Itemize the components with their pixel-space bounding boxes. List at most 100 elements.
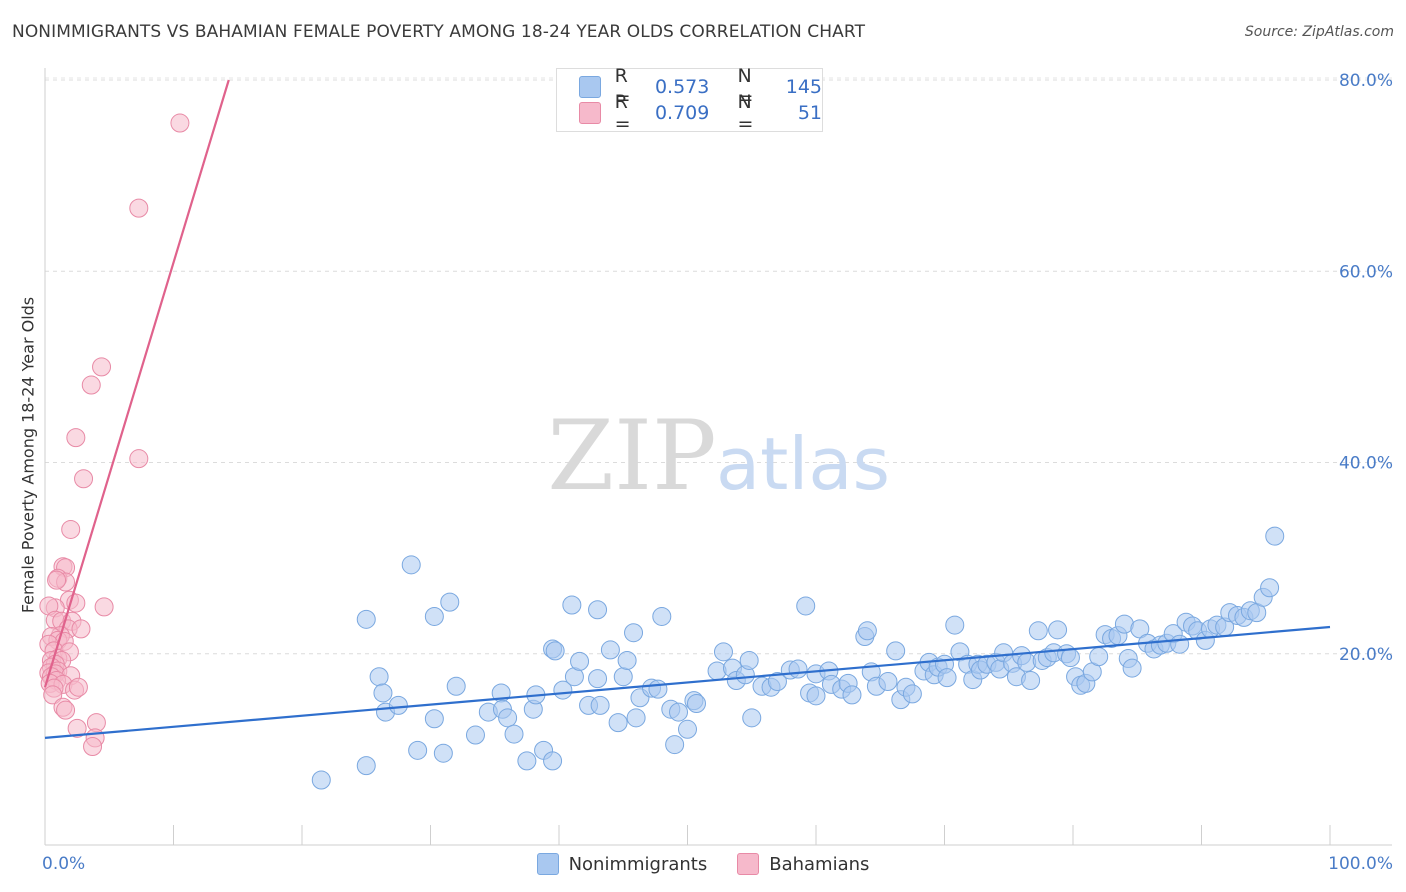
point-bahamians bbox=[68, 677, 88, 697]
legend-row-nonimmigrants: R = 0.573 N = 145 bbox=[579, 65, 822, 109]
point-nonimmigrants bbox=[446, 676, 466, 696]
point-nonimmigrants bbox=[465, 725, 485, 745]
legend-swatch-bahamians bbox=[579, 102, 601, 124]
point-nonimmigrants bbox=[648, 679, 668, 699]
point-nonimmigrants bbox=[937, 668, 957, 688]
watermark-atlas: atlas bbox=[716, 422, 890, 506]
y-tick-label: 40.0% bbox=[1339, 454, 1393, 474]
point-nonimmigrants bbox=[742, 708, 762, 728]
point-nonimmigrants bbox=[562, 595, 582, 615]
y-tick-label: 80.0% bbox=[1339, 71, 1393, 91]
point-nonimmigrants bbox=[588, 669, 608, 689]
point-bahamians bbox=[170, 113, 190, 133]
point-nonimmigrants bbox=[588, 600, 608, 620]
point-nonimmigrants bbox=[1048, 620, 1068, 640]
point-nonimmigrants bbox=[1265, 526, 1285, 546]
point-nonimmigrants bbox=[433, 743, 453, 763]
legend-r-label: R = bbox=[614, 91, 631, 135]
legend-n-value: 145 bbox=[785, 76, 822, 98]
point-bahamians bbox=[43, 685, 63, 705]
x-tick-label: 100.0% bbox=[1328, 854, 1393, 874]
point-nonimmigrants bbox=[517, 751, 537, 771]
point-bahamians bbox=[67, 718, 87, 738]
point-nonimmigrants bbox=[624, 623, 644, 643]
point-bahamians bbox=[129, 449, 149, 469]
point-nonimmigrants bbox=[1060, 648, 1080, 668]
point-nonimmigrants bbox=[590, 695, 610, 715]
point-nonimmigrants bbox=[686, 693, 706, 713]
x-tick-label: 0.0% bbox=[42, 854, 85, 874]
point-bahamians bbox=[92, 357, 112, 377]
data-points bbox=[39, 113, 1285, 790]
legend-n-label: N = bbox=[737, 91, 754, 135]
chart-title: NONIMMIGRANTS VS BAHAMIAN FEMALE POVERTY… bbox=[12, 22, 866, 42]
legend-item-nonimmigrants[interactable]: Nonimmigrants bbox=[536, 853, 708, 875]
point-nonimmigrants bbox=[886, 641, 906, 661]
point-nonimmigrants bbox=[796, 596, 816, 616]
point-nonimmigrants bbox=[878, 671, 898, 691]
series-legend: Nonimmigrants Bahamians bbox=[0, 851, 1406, 877]
point-nonimmigrants bbox=[1021, 671, 1041, 691]
point-bahamians bbox=[129, 198, 149, 218]
point-nonimmigrants bbox=[1089, 647, 1109, 667]
point-nonimmigrants bbox=[373, 683, 393, 703]
point-nonimmigrants bbox=[613, 667, 633, 687]
correlation-legend: R = 0.573 N = 145 R = 0.709 N = 51 bbox=[556, 65, 823, 135]
point-nonimmigrants bbox=[617, 650, 637, 670]
y-tick-label: 20.0% bbox=[1339, 645, 1393, 665]
point-nonimmigrants bbox=[408, 740, 428, 760]
legend-row-bahamians: R = 0.709 N = 51 bbox=[579, 91, 822, 135]
point-nonimmigrants bbox=[570, 651, 590, 671]
source-label: Source: ZipAtlas.com bbox=[1244, 24, 1394, 40]
point-nonimmigrants bbox=[945, 615, 965, 635]
point-nonimmigrants bbox=[356, 756, 376, 776]
point-nonimmigrants bbox=[767, 671, 787, 691]
y-tick-label: 60.0% bbox=[1339, 262, 1393, 282]
point-nonimmigrants bbox=[1122, 658, 1142, 678]
point-nonimmigrants bbox=[669, 702, 689, 722]
point-nonimmigrants bbox=[504, 724, 524, 744]
legend-item-bahamians[interactable]: Bahamians bbox=[737, 853, 869, 875]
point-bahamians bbox=[47, 570, 67, 590]
trend-line-nonimmigrants bbox=[44, 625, 1331, 739]
point-bahamians bbox=[71, 619, 91, 639]
watermark-zip: ZIP bbox=[547, 400, 716, 512]
point-nonimmigrants bbox=[739, 650, 759, 670]
legend-swatch-bahamians bbox=[737, 853, 760, 875]
point-nonimmigrants bbox=[600, 640, 620, 660]
legend-r-value: 0.709 bbox=[654, 102, 710, 124]
point-bahamians bbox=[61, 519, 81, 539]
point-nonimmigrants bbox=[1170, 634, 1190, 654]
point-bahamians bbox=[66, 428, 86, 448]
point-nonimmigrants bbox=[424, 606, 444, 626]
point-nonimmigrants bbox=[545, 641, 565, 661]
point-bahamians bbox=[94, 597, 114, 617]
legend-label-nonimmigrants: Nonimmigrants bbox=[568, 853, 708, 875]
legend-n-label: N = bbox=[737, 65, 754, 109]
point-nonimmigrants bbox=[498, 708, 518, 728]
point-nonimmigrants bbox=[842, 685, 862, 705]
point-nonimmigrants bbox=[652, 606, 672, 626]
trend-lines bbox=[43, 79, 1331, 739]
tick-labels: 20.0% 40.0% 60.0% 80.0% 0.0% 100.0% bbox=[42, 71, 1393, 874]
point-nonimmigrants bbox=[1260, 578, 1280, 598]
point-nonimmigrants bbox=[707, 661, 727, 681]
point-nonimmigrants bbox=[388, 695, 408, 715]
legend-swatch-nonimmigrants bbox=[536, 853, 559, 875]
legend-r-value: 0.573 bbox=[654, 76, 710, 98]
point-bahamians bbox=[83, 737, 103, 757]
watermark: ZIP atlas bbox=[547, 400, 890, 512]
point-nonimmigrants bbox=[678, 719, 697, 739]
point-nonimmigrants bbox=[356, 609, 376, 629]
point-nonimmigrants bbox=[665, 735, 685, 755]
trend-line-bahamians bbox=[43, 79, 230, 688]
legend-label-bahamians: Bahamians bbox=[769, 853, 870, 875]
point-nonimmigrants bbox=[713, 642, 733, 662]
point-nonimmigrants bbox=[369, 667, 389, 687]
point-bahamians bbox=[74, 469, 94, 489]
point-nonimmigrants bbox=[401, 555, 421, 575]
point-nonimmigrants bbox=[857, 621, 877, 641]
point-bahamians bbox=[56, 700, 76, 720]
point-nonimmigrants bbox=[311, 770, 331, 790]
